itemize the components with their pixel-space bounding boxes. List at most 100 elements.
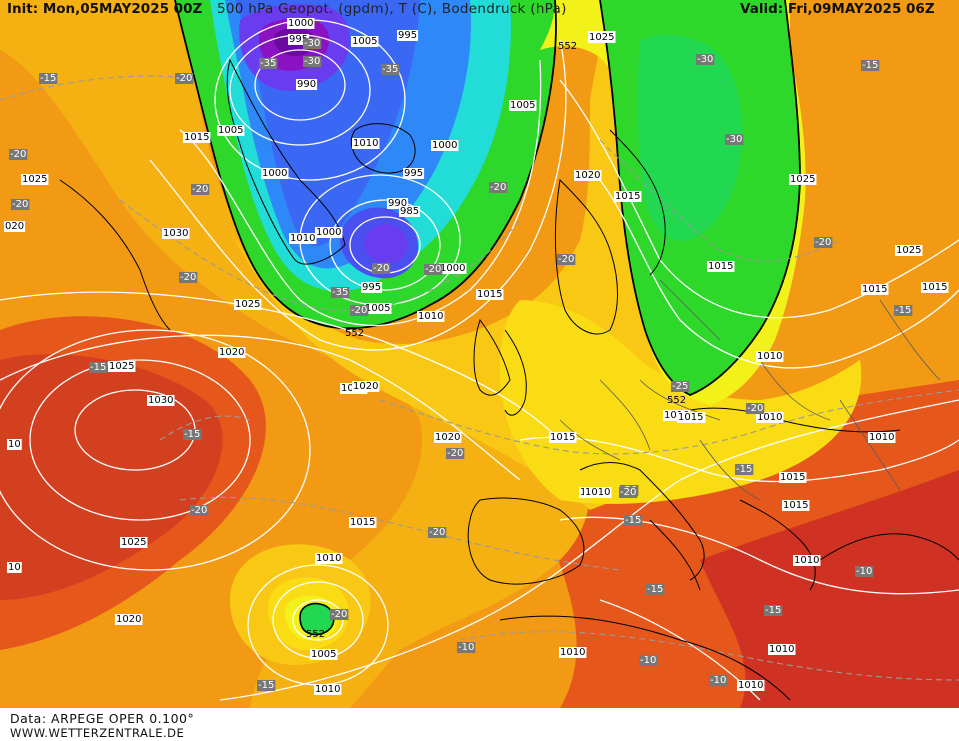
isobar-label: 990 [387,198,409,209]
isotherm-label-text: -20 [429,527,445,538]
isobar-label-text: 1005 [311,649,336,660]
isotherm-label-bg [183,429,202,440]
isobar-label: 1010 [559,647,587,658]
isobar-label-bg [351,36,379,47]
isobar-label-bg [314,684,342,695]
isobar-label-bg [663,410,691,421]
isobar-label-bg [234,299,262,310]
isotherm-label-bg [861,60,880,71]
isotherm-label-bg [190,505,209,516]
isobar-label-text: 1020 [219,347,244,358]
isobar-label-text: 10 [8,562,21,573]
low-core-east-dark [364,224,408,264]
isotherm-label-text: -20 [447,448,463,459]
isotherm-label-text: -15 [184,429,200,440]
isobar-label-text: 1010 [664,410,689,421]
isobar-label-bg [737,680,765,691]
isobar-label: 1020 [352,381,380,392]
isobar-label: 1020 [218,347,246,358]
isotherm-label-text: -15 [895,305,911,316]
isobar-label-text: 1020 [353,381,378,392]
isobar-label: 1010 [663,410,691,421]
isobar-label-text: 1020 [435,432,460,443]
isotherm-label-text: -20 [191,505,207,516]
isotherm-label: -20 [11,199,30,210]
isobar-label: 995 [288,34,310,45]
isotherm-label: -35 [381,64,400,75]
isotherm-label-text: -15 [90,362,106,373]
isotherm-label-text: -20 [425,264,441,275]
country-borders [559,279,941,501]
isotherm-label-text: -35 [260,58,276,69]
isobar-label: 1015 [677,412,705,423]
isotherm-label-bg [746,403,765,414]
isobar-label-text: 1005 [365,303,390,314]
isobar-label-text: 1025 [589,32,614,43]
isobar-label-text: 1010 [585,487,610,498]
isotherm-label-text: -15 [862,60,878,71]
isobar-label: 1025 [120,537,148,548]
isobar-label-text: 1015 [350,517,375,528]
isobar-label-text: 1015 [550,432,575,443]
isobar-label-text: 1000 [288,18,313,29]
isotherm-label-text: -20 [815,237,831,248]
isobar-label-text: 1025 [121,537,146,548]
isotherm-label-text: -10 [458,642,474,653]
isobar-label: 985 [399,206,421,217]
height-contour-label: 552 [306,629,325,640]
isotherm-label-text: -20 [192,184,208,195]
isotherm-label: -15 [861,60,880,71]
isotherm-label-bg [9,149,28,160]
isotherm-label-bg [179,272,198,283]
isobar-label-bg [352,381,380,392]
isotherm-label-bg [894,305,913,316]
isotherm-label: -30 [303,38,322,49]
isobar-label-bg [431,140,459,151]
isobar-label-text: 1015 [862,284,887,295]
isobar-label-bg [417,311,445,322]
isotherm-label-bg [557,254,576,265]
isobar-label: 1000 [287,18,315,29]
isobar-label-bg [793,555,821,566]
isobar-label: 1020 [574,170,602,181]
isotherm-label-bg [39,73,58,84]
isobar-label-bg [439,263,467,274]
isobar-label-bg [387,198,409,209]
isotherm-label-bg [331,287,350,298]
isobar-label-bg [352,138,380,149]
isobar-label-bg [349,517,377,528]
isobar-label-bg [861,284,889,295]
isotherm-label-bg [381,64,400,75]
isobar-label: 1010 [868,432,896,443]
isobar-label: 1030 [162,228,190,239]
isotherm-label: -35 [259,58,278,69]
isobar-label: 1010 [315,553,343,564]
isobar-label-text: 1010 [560,647,585,658]
isobar-label: 1005 [217,125,245,136]
isobar-label-text: 995 [362,282,381,293]
isobar-label-text: 1000 [262,168,287,179]
isotherm-label-text: -10 [710,675,726,686]
isobar-label-bg [588,32,616,43]
isobar-label-text: 1010 [794,555,819,566]
isobar-label: 1000 [261,168,289,179]
isotherm-label: -20 [350,305,369,316]
isobar-label: 1015 [707,261,735,272]
height-contour-label: 552 [667,395,686,406]
isobar-label-bg [115,614,143,625]
isobar-label-text: 1025 [896,245,921,256]
isobar-label: 1010 [756,412,784,423]
isobar-label: 1010 [289,233,317,244]
isobar-label: 1015 [549,432,577,443]
isobar-label: 1015 [782,500,810,511]
isobar-label-text: 1015 [783,500,808,511]
isotherm-label: -10 [855,566,874,577]
contour-552-scandinavia [599,0,801,396]
isobar-label-text: 1010 [353,138,378,149]
isotherm-label-bg [639,655,658,666]
isotherm-label-bg [814,237,833,248]
footer: Data: ARPEGE OPER 0.100° WWW.WETTERZENTR… [0,708,959,741]
isotherm-label: -15 [894,305,913,316]
isobar-label-text: 1015 [184,132,209,143]
isotherm-label-bg [457,642,476,653]
